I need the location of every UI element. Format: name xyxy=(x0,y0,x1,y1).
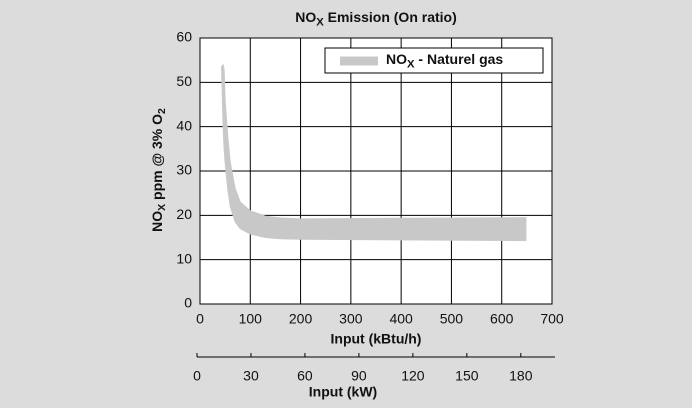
x2-tick-label: 30 xyxy=(243,368,259,384)
x-tick-label: 500 xyxy=(440,311,464,327)
y-tick-label: 60 xyxy=(176,29,192,45)
y-axis-label-part: NO xyxy=(149,211,165,232)
y-tick-label: 0 xyxy=(184,295,192,311)
x-tick-label: 700 xyxy=(540,311,564,327)
x2-tick-label: 150 xyxy=(455,368,479,384)
y-axis-label-part: ppm @ 3% O xyxy=(149,114,165,204)
legend-label-part: NO xyxy=(386,51,407,67)
x2-axis-label: Input (kW) xyxy=(309,384,377,400)
y-tick-label: 10 xyxy=(176,250,192,266)
y-tick-label: 20 xyxy=(176,206,192,222)
chart-title-part: X xyxy=(316,16,324,28)
x-tick-label: 100 xyxy=(239,311,263,327)
legend-label-part: X xyxy=(407,58,415,70)
y-axis-label: NOX ppm @ 3% O2 xyxy=(149,108,168,232)
y-tick-label: 30 xyxy=(176,162,192,178)
x-tick-label: 600 xyxy=(490,311,514,327)
chart-title-part: Emission (On ratio) xyxy=(324,9,457,25)
x-tick-label: 400 xyxy=(389,311,413,327)
x2-tick-label: 120 xyxy=(401,368,425,384)
y-axis-label-part: 2 xyxy=(156,108,168,114)
chart-title: NOX Emission (On ratio) xyxy=(295,9,457,29)
y-axis-label-part: X xyxy=(156,204,168,211)
band-area xyxy=(221,64,527,242)
x2-tick-label: 0 xyxy=(193,368,201,384)
x2-tick-label: 90 xyxy=(351,368,367,384)
x-tick-label: 200 xyxy=(289,311,313,327)
x2-tick-label: 180 xyxy=(509,368,533,384)
y-tick-label: 50 xyxy=(176,73,192,89)
chart-title-part: NO xyxy=(295,9,316,25)
x2-tick-label: 60 xyxy=(297,368,313,384)
legend-label: NOX - Naturel gas xyxy=(386,51,503,71)
x-tick-label: 300 xyxy=(339,311,363,327)
x-axis-label: Input (kBtu/h) xyxy=(331,331,422,347)
plot-frame xyxy=(199,37,553,305)
x-tick-label: 0 xyxy=(196,311,204,327)
y-tick-label: 40 xyxy=(176,117,192,133)
legend-label-part: - Naturel gas xyxy=(415,51,504,67)
